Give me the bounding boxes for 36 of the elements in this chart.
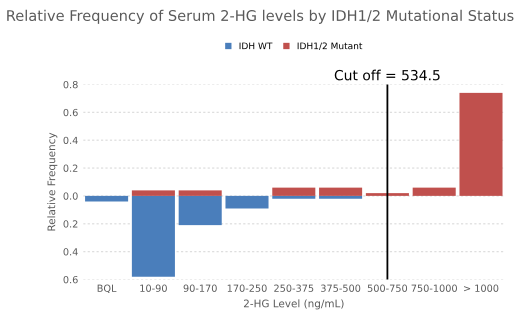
x-tick-label: > 1000 (464, 284, 498, 292)
bar (272, 196, 316, 199)
bar (85, 196, 128, 202)
bar (366, 193, 409, 196)
legend-label: IDH WT (240, 42, 272, 50)
x-tick-label: 90-170 (184, 284, 217, 292)
x-tick-label: 250-375 (274, 284, 314, 292)
bar (319, 196, 362, 199)
y-tick-label: 0.6 (64, 276, 78, 284)
bar (412, 188, 456, 196)
bar (319, 188, 362, 196)
y-tick-label: 0.2 (64, 164, 78, 172)
x-tick-label: 10-90 (140, 284, 167, 292)
bar (459, 92, 503, 196)
legend-label: IDH1/2 Mutant (298, 42, 362, 50)
y-tick-label: 0.0 (64, 192, 78, 200)
bar (272, 188, 316, 196)
bar (225, 196, 269, 208)
y-tick-label: 0.4 (64, 136, 78, 144)
chart-title: Relative Frequency of Serum 2-HG levels by IDH1/2 Mutational Status (7, 10, 514, 24)
y-tick-label: 0.4 (64, 248, 78, 256)
y-tick-label: 0.8 (64, 80, 78, 88)
y-axis-title: Relative Frequency (47, 132, 58, 231)
y-tick-label: 0.2 (64, 220, 78, 228)
bar (178, 196, 222, 226)
x-tick-label: 750-1000 (412, 284, 457, 292)
bar (132, 196, 175, 277)
x-tick-label: 170-250 (228, 284, 267, 292)
x-tick-label: 500-750 (368, 284, 408, 292)
y-tick-label: 0.6 (64, 108, 78, 116)
x-tick-label: BQL (98, 284, 116, 293)
bar (178, 190, 222, 196)
ref-line-label: Cut off = 534.5 (334, 70, 440, 80)
bar (132, 190, 175, 196)
x-tick-label: 375-500 (321, 284, 360, 292)
x-axis-title: 2-HG Level (ng/mL) (244, 299, 344, 310)
